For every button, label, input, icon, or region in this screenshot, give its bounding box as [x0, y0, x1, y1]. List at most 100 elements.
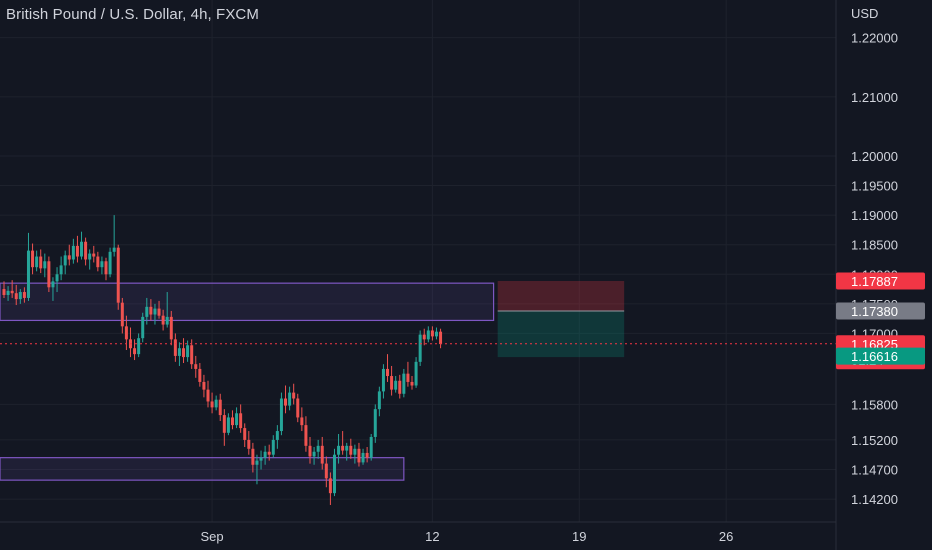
candle[interactable] [35, 250, 39, 272]
candle[interactable] [2, 281, 6, 298]
candle[interactable] [31, 243, 35, 275]
candle[interactable] [337, 434, 341, 464]
candle[interactable] [47, 256, 51, 293]
candle[interactable] [402, 368, 406, 398]
candle[interactable] [161, 309, 165, 331]
zone-rectangle[interactable] [0, 282, 495, 322]
candle[interactable] [55, 267, 59, 293]
candle[interactable] [157, 300, 161, 319]
candle[interactable] [71, 238, 75, 264]
candle[interactable] [222, 409, 226, 446]
candle[interactable] [153, 303, 157, 325]
candle[interactable] [373, 404, 377, 443]
candle[interactable] [300, 407, 304, 432]
candle[interactable] [279, 392, 283, 436]
take-profit-area[interactable] [497, 310, 625, 358]
candle[interactable] [210, 392, 214, 414]
candle[interactable] [320, 436, 324, 470]
candle[interactable] [377, 386, 381, 417]
candle[interactable] [369, 434, 373, 461]
candle[interactable] [116, 244, 120, 310]
candle[interactable] [312, 447, 316, 465]
candle[interactable] [186, 340, 190, 362]
candle[interactable] [145, 297, 149, 325]
candle[interactable] [398, 374, 402, 399]
zone-rectangle[interactable] [0, 457, 405, 481]
candle[interactable] [63, 250, 67, 275]
candle[interactable] [6, 286, 10, 301]
candle[interactable] [218, 393, 222, 421]
candle[interactable] [414, 357, 418, 388]
candle[interactable] [149, 299, 153, 321]
candle[interactable] [296, 393, 300, 423]
candle[interactable] [332, 448, 336, 497]
candle[interactable] [406, 361, 410, 387]
candle[interactable] [84, 237, 88, 266]
candle[interactable] [390, 365, 394, 396]
candle[interactable] [51, 277, 55, 301]
candle[interactable] [434, 327, 438, 340]
candle[interactable] [394, 376, 398, 393]
candle[interactable] [328, 472, 332, 505]
candle[interactable] [59, 256, 63, 281]
candle[interactable] [22, 287, 26, 303]
candle[interactable] [169, 310, 173, 346]
candle[interactable] [214, 395, 218, 411]
candle[interactable] [275, 425, 279, 449]
candle[interactable] [80, 231, 84, 260]
candle[interactable] [308, 436, 312, 464]
candle[interactable] [165, 292, 169, 328]
candle[interactable] [26, 232, 30, 301]
candle[interactable] [243, 423, 247, 448]
candle[interactable] [430, 326, 434, 341]
candle[interactable] [108, 247, 112, 278]
candle[interactable] [439, 328, 443, 349]
candle[interactable] [96, 251, 100, 272]
candle[interactable] [177, 342, 181, 366]
candle[interactable] [173, 333, 177, 362]
candle[interactable] [67, 244, 71, 266]
candle[interactable] [304, 416, 308, 452]
candle[interactable] [263, 445, 267, 465]
candle[interactable] [206, 380, 210, 408]
candle[interactable] [198, 363, 202, 387]
candle[interactable] [43, 253, 47, 278]
candle[interactable] [10, 280, 14, 298]
candle[interactable] [75, 235, 79, 263]
candle[interactable] [255, 454, 259, 485]
stop-loss-area[interactable] [497, 280, 625, 311]
candle[interactable] [88, 249, 92, 270]
candle[interactable] [14, 284, 18, 306]
candle[interactable] [259, 450, 263, 470]
candle[interactable] [316, 439, 320, 459]
candle[interactable] [230, 410, 234, 430]
candle[interactable] [292, 383, 296, 405]
candle[interactable] [226, 413, 230, 436]
candle[interactable] [112, 215, 116, 257]
candle[interactable] [386, 354, 390, 382]
candle[interactable] [345, 442, 349, 461]
candle[interactable] [202, 374, 206, 398]
candle[interactable] [361, 448, 365, 465]
candle[interactable] [120, 297, 124, 334]
candle[interactable] [349, 438, 353, 459]
candle[interactable] [39, 249, 43, 274]
candle[interactable] [137, 333, 141, 358]
candle[interactable] [324, 456, 328, 488]
candle[interactable] [247, 431, 251, 455]
candle[interactable] [288, 386, 292, 411]
candle[interactable] [194, 355, 198, 378]
candle[interactable] [182, 338, 186, 364]
candle[interactable] [422, 328, 426, 346]
candle[interactable] [410, 376, 414, 390]
candle[interactable] [235, 407, 239, 429]
candle[interactable] [18, 289, 22, 304]
candle[interactable] [141, 312, 145, 343]
candle[interactable] [104, 257, 108, 281]
candle[interactable] [426, 326, 430, 343]
candle[interactable] [284, 385, 288, 414]
candle[interactable] [92, 245, 96, 263]
candle[interactable] [100, 256, 104, 275]
candle[interactable] [341, 431, 345, 455]
